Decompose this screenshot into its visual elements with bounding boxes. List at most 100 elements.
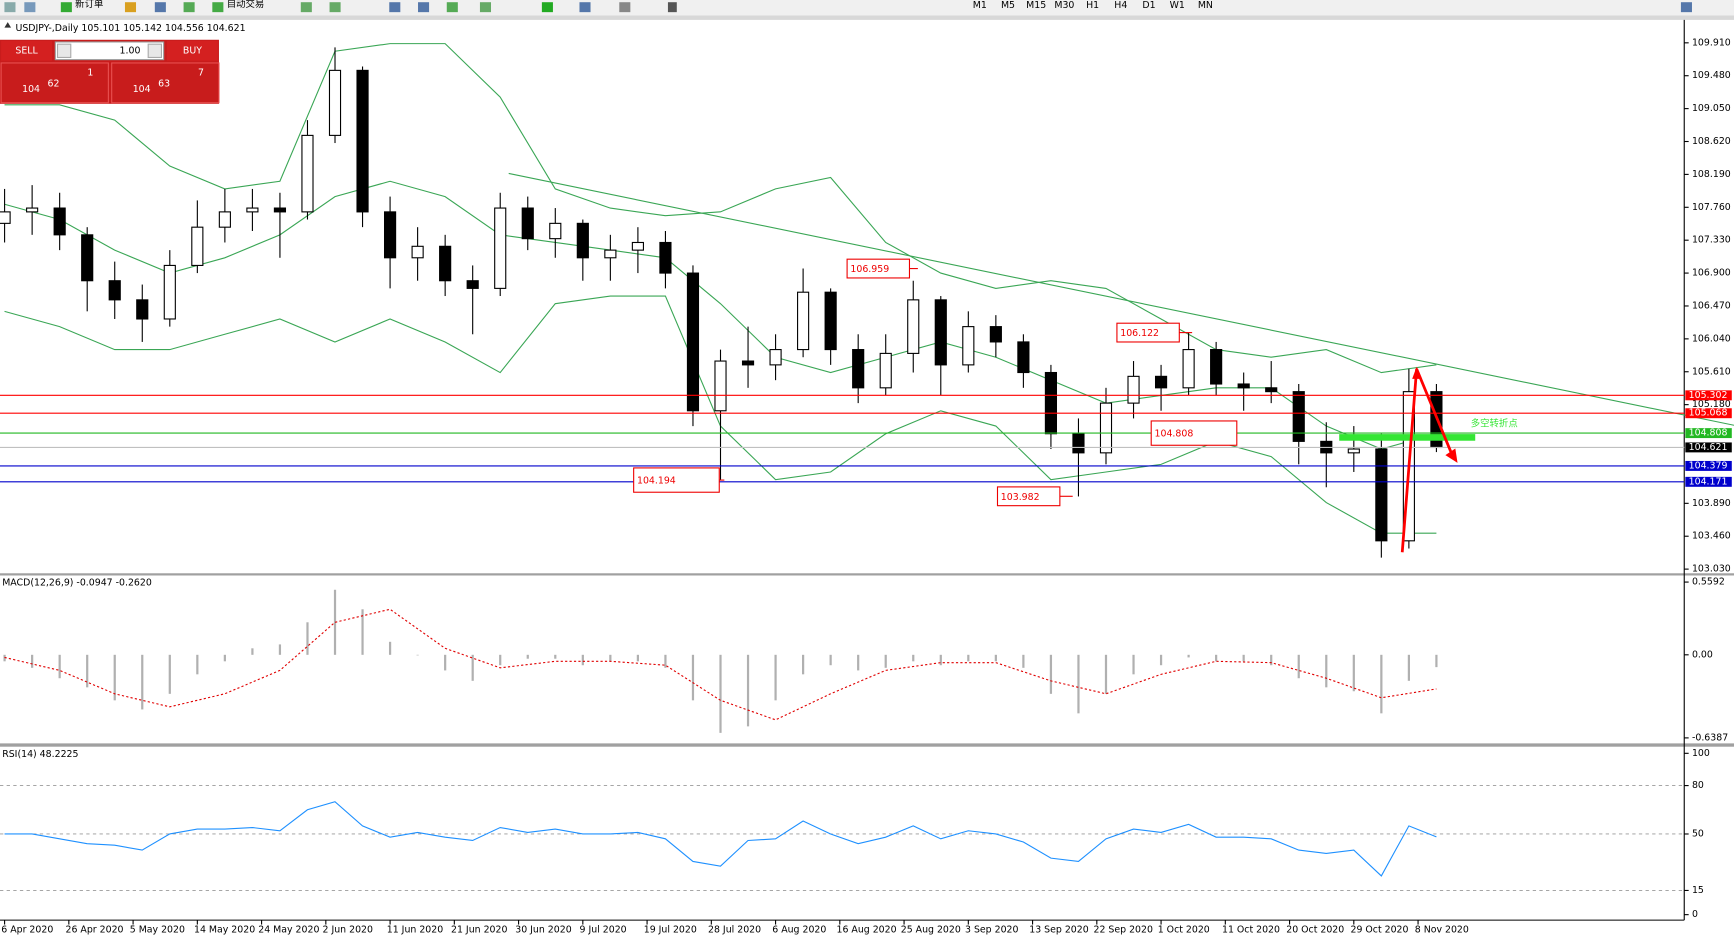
toolbar-button[interactable]: 新订单 xyxy=(75,0,103,10)
macd-bar xyxy=(416,654,419,656)
y-tick-label: 105.610 xyxy=(1692,366,1731,377)
candle-body xyxy=(439,245,452,282)
timeframe-button[interactable]: M15 xyxy=(1026,0,1046,11)
x-tick-label: 21 Jun 2020 xyxy=(451,925,507,936)
timeframe-button[interactable]: D1 xyxy=(1142,0,1155,11)
sell-button[interactable] xyxy=(1,40,52,61)
icon[interactable] xyxy=(619,2,631,13)
macd-bar xyxy=(1352,654,1355,692)
icon[interactable] xyxy=(446,2,458,13)
macd-bar xyxy=(306,622,309,655)
timeframe-button[interactable]: M1 xyxy=(973,0,987,11)
volume-up[interactable] xyxy=(147,43,163,58)
timeframe-button[interactable]: H1 xyxy=(1086,0,1099,11)
y-tick-label: 0.5592 xyxy=(1692,577,1725,588)
macd-bar xyxy=(58,654,61,679)
timeframe-button[interactable]: MN xyxy=(1198,0,1213,11)
macd-bar xyxy=(1242,654,1245,662)
candle-body xyxy=(576,222,589,259)
timeframe-button[interactable]: W1 xyxy=(1170,0,1185,11)
x-tick-label: 1 Oct 2020 xyxy=(1158,925,1210,936)
y-tick-label: 80 xyxy=(1692,780,1704,791)
macd-bar xyxy=(86,654,89,688)
panel-title: RSI(14) 48.2225 xyxy=(2,749,78,760)
bid-box[interactable] xyxy=(0,62,109,104)
annotation-label: 103.982 xyxy=(1001,492,1040,503)
candle-body xyxy=(962,326,975,366)
x-tick-label: 28 Jul 2020 xyxy=(708,925,761,936)
annotation-box xyxy=(1116,322,1180,343)
icon[interactable] xyxy=(579,2,591,13)
y-tick-label: 109.480 xyxy=(1692,70,1731,81)
y-tick-label: 0 xyxy=(1692,909,1698,920)
candle-body xyxy=(383,211,397,259)
candle-body xyxy=(1182,349,1195,389)
macd-bar xyxy=(444,654,447,671)
x-tick-label: 30 Jun 2020 xyxy=(515,925,571,936)
candle-body xyxy=(356,69,369,213)
macd-bar xyxy=(912,654,915,662)
candle-body xyxy=(631,241,644,251)
arrow-head xyxy=(1445,448,1458,463)
macd-bar xyxy=(774,654,777,701)
candle-body xyxy=(411,245,424,259)
panel-separator xyxy=(0,743,1734,747)
timeframe-button[interactable]: M5 xyxy=(1001,0,1015,11)
y-tick-label: 107.330 xyxy=(1692,235,1731,246)
icon[interactable] xyxy=(4,2,16,13)
timeframe-button[interactable]: H4 xyxy=(1114,0,1127,11)
timeframe-button[interactable]: M30 xyxy=(1054,0,1074,11)
y-tick-label: 106.470 xyxy=(1692,300,1731,311)
volume-down[interactable] xyxy=(56,43,72,58)
candle-body xyxy=(136,299,149,320)
icon[interactable] xyxy=(1680,2,1692,13)
icon[interactable] xyxy=(667,2,677,13)
icon[interactable] xyxy=(300,2,312,13)
annotation-box xyxy=(1150,420,1238,446)
candle-body xyxy=(1044,371,1058,435)
icon[interactable] xyxy=(389,2,401,13)
macd-bar xyxy=(609,654,612,662)
macd-bar xyxy=(829,654,832,666)
annotation-box xyxy=(846,258,911,279)
y-tick-label: 103.030 xyxy=(1692,564,1731,575)
macd-bar xyxy=(196,654,199,675)
icon[interactable] xyxy=(124,2,137,13)
panel-title: USDJPY-,Daily 105.101 105.142 104.556 10… xyxy=(15,23,245,34)
candle-body xyxy=(521,207,534,240)
macd-bar xyxy=(746,654,750,727)
icon[interactable] xyxy=(183,2,195,13)
ask-box[interactable] xyxy=(111,62,220,104)
price-tag xyxy=(1685,408,1732,419)
icon[interactable] xyxy=(212,2,224,13)
y-tick-label: 107.760 xyxy=(1692,202,1731,213)
macd-signal xyxy=(4,608,1437,721)
candle-body xyxy=(108,280,121,301)
price-tag-label: 105.068 xyxy=(1689,408,1728,419)
icon[interactable] xyxy=(329,2,341,13)
icon[interactable] xyxy=(60,2,72,13)
bid-big: 104 xyxy=(22,84,40,95)
candle-body xyxy=(797,291,810,351)
macd-bar xyxy=(526,654,529,659)
icon[interactable] xyxy=(541,2,553,13)
panel-2 xyxy=(0,785,1685,891)
icon[interactable] xyxy=(24,2,36,13)
volume-field[interactable] xyxy=(54,41,165,61)
macd-bar xyxy=(223,654,226,662)
macd-bar xyxy=(1215,654,1218,662)
buy-button[interactable] xyxy=(166,40,218,61)
toolbar-button[interactable]: 自动交易 xyxy=(227,0,265,10)
x-tick-label: 6 Apr 2020 xyxy=(1,925,53,936)
icon[interactable] xyxy=(154,2,166,13)
candle-body xyxy=(1265,387,1278,393)
arrow-head xyxy=(1412,366,1423,379)
toolbar xyxy=(0,0,1734,16)
price-tag-label: 104.171 xyxy=(1689,476,1728,487)
candle-body xyxy=(0,211,11,224)
y-tick-label: 0.00 xyxy=(1692,649,1713,660)
icon[interactable] xyxy=(479,2,492,13)
candle-body xyxy=(494,207,507,289)
icon[interactable] xyxy=(418,2,430,13)
